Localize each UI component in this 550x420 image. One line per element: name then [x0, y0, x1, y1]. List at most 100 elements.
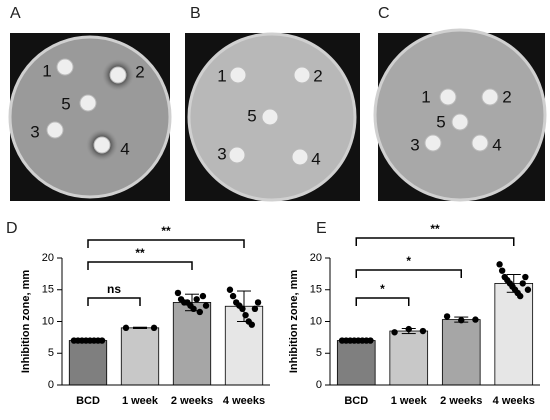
data-point: [496, 261, 503, 268]
panel-label: A: [10, 5, 21, 22]
panel-label: D: [6, 220, 18, 237]
significance-bracket: [87, 239, 245, 248]
significance-bracket: [355, 297, 410, 306]
data-point: [190, 305, 197, 312]
x-tick-label: 2 weeks: [440, 395, 482, 407]
spot-label: 4: [492, 135, 501, 154]
data-point: [248, 321, 255, 328]
significance-bracket: [355, 237, 515, 246]
bar: [389, 330, 429, 386]
data-point: [522, 273, 529, 281]
y-tick-label: 5: [48, 347, 54, 359]
significance-label: *: [380, 282, 385, 296]
spot-label: 3: [217, 144, 226, 163]
spot-label: 5: [61, 94, 70, 113]
spot-label: 1: [217, 66, 226, 85]
data-point: [242, 311, 249, 319]
disc: [261, 108, 279, 126]
bar: [336, 340, 376, 386]
data-point: [251, 305, 259, 312]
data-point: [98, 337, 106, 344]
disc: [229, 66, 247, 84]
panel-label: B: [190, 5, 201, 22]
disc: [439, 88, 457, 106]
disc: [46, 121, 64, 139]
significance-label: ns: [107, 282, 121, 296]
disc: [291, 148, 309, 166]
x-tick-label: 1 week: [122, 395, 159, 407]
significance-label: **: [135, 246, 145, 260]
disc: [56, 58, 74, 76]
spot-label: 3: [410, 135, 419, 154]
disc: [471, 134, 489, 152]
spot-label: 5: [247, 106, 256, 125]
data-point: [122, 324, 130, 332]
significance-label: **: [161, 224, 171, 238]
spot-label: 4: [120, 139, 129, 158]
spot-label: 1: [421, 87, 430, 106]
y-tick-label: 0: [48, 379, 54, 391]
y-tick-label: 20: [310, 252, 322, 264]
data-point: [202, 302, 210, 309]
disc: [228, 146, 246, 164]
spot-label: 5: [436, 112, 445, 131]
x-tick-label: 4 weeks: [493, 395, 535, 407]
y-tick-label: 20: [42, 252, 54, 264]
bar: [68, 340, 108, 386]
data-point: [391, 329, 398, 336]
spot-label: 2: [502, 87, 511, 106]
bar: [441, 319, 481, 386]
data-point: [519, 280, 526, 287]
data-point: [472, 316, 479, 323]
panel-label: E: [316, 220, 327, 237]
spot-label: 1: [42, 61, 51, 80]
petri-dish: [8, 35, 172, 199]
significance-bracket: [87, 297, 141, 306]
disc: [109, 66, 127, 84]
y-tick-label: 10: [310, 315, 322, 327]
data-point: [516, 292, 524, 300]
data-point: [405, 325, 412, 333]
data-point: [199, 292, 207, 300]
spot-label: 4: [311, 149, 320, 168]
data-point: [226, 286, 234, 293]
y-axis-label: Inhibition zone, mm: [288, 270, 300, 373]
disc: [481, 88, 499, 106]
y-axis-label: Inhibition zone, mm: [20, 270, 32, 373]
y-tick-label: 5: [316, 347, 322, 359]
disc: [293, 66, 311, 84]
disc: [93, 136, 111, 154]
data-point: [150, 324, 158, 332]
significance-bracket: [355, 269, 462, 278]
bar: [494, 282, 534, 386]
y-tick-label: 15: [310, 284, 322, 296]
disc: [79, 94, 97, 112]
spot-label: 2: [313, 66, 322, 85]
data-point: [419, 327, 427, 335]
panel-label: C: [378, 5, 390, 22]
data-point: [524, 286, 532, 293]
x-tick-label: 2 weeks: [171, 395, 213, 407]
x-tick-label: BCD: [76, 395, 100, 407]
x-tick-label: 4 weeks: [223, 395, 265, 407]
data-point: [229, 292, 237, 300]
data-point: [458, 317, 465, 324]
significance-label: **: [430, 222, 440, 236]
y-tick-label: 0: [316, 379, 322, 391]
y-tick-label: 10: [42, 315, 54, 327]
data-point: [498, 267, 506, 274]
y-tick-label: 15: [42, 284, 54, 296]
x-tick-label: 1 week: [391, 395, 428, 407]
significance-bracket: [87, 261, 193, 270]
spot-label: 2: [135, 62, 144, 81]
data-point: [239, 305, 246, 312]
x-tick-label: BCD: [344, 395, 368, 407]
data-point: [367, 337, 374, 344]
significance-label: *: [406, 254, 411, 268]
data-point: [254, 299, 262, 306]
bar: [120, 327, 160, 386]
bar: [172, 302, 212, 386]
data-point: [196, 308, 203, 316]
data-point: [174, 289, 182, 297]
